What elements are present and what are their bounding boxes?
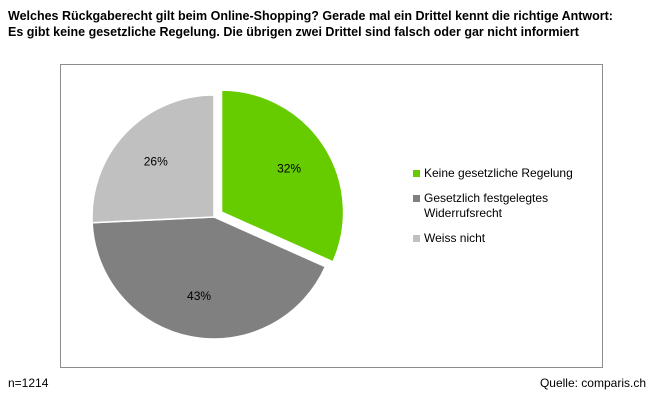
legend-swatch-keine-regelung (413, 170, 420, 177)
legend-label-weiss-nicht: Weiss nicht (424, 231, 486, 245)
pie-slice-weiss-nicht (91, 94, 215, 224)
legend-swatch-weiss-nicht (413, 235, 420, 242)
legend-item-weiss-nicht: Weiss nicht (413, 231, 598, 246)
chart-title: Welches Rückgaberecht gilt beim Online-S… (8, 8, 653, 40)
pie-label-weiss-nicht: 26% (144, 154, 168, 168)
pie-slice-widerrufsrecht (91, 216, 327, 340)
pie-slices (91, 89, 345, 340)
legend-label-widerrufsrecht-line-1: Gesetzlich festgelegtes (424, 191, 549, 205)
legend-swatch-widerrufsrecht (413, 195, 420, 202)
legend-item-widerrufsrecht: Gesetzlich festgelegtes Widerrufsrecht (413, 191, 598, 221)
plot-area-frame (60, 64, 603, 368)
source-credit: Quelle: comparis.ch (539, 376, 646, 390)
chart-title-line-2: Es gibt keine gesetzliche Regelung. Die … (8, 25, 579, 39)
chart-title-line-1: Welches Rückgaberecht gilt beim Online-S… (8, 9, 613, 23)
pie-slice-keine-regelung (220, 89, 345, 263)
legend-item-keine-regelung: Keine gesetzliche Regelung (413, 166, 598, 181)
pie-labels: 32% 43% 26% (144, 154, 302, 303)
legend-label-widerrufsrecht-line-2: Widerrufsrecht (424, 206, 503, 220)
legend-label-keine-regelung: Keine gesetzliche Regelung (424, 166, 573, 180)
legend: Keine gesetzliche Regelung Gesetzlich fe… (413, 166, 598, 256)
sample-size: n=1214 (8, 376, 49, 390)
pie-label-widerrufsrecht: 43% (187, 289, 211, 303)
pie-label-keine-regelung: 32% (277, 161, 301, 175)
